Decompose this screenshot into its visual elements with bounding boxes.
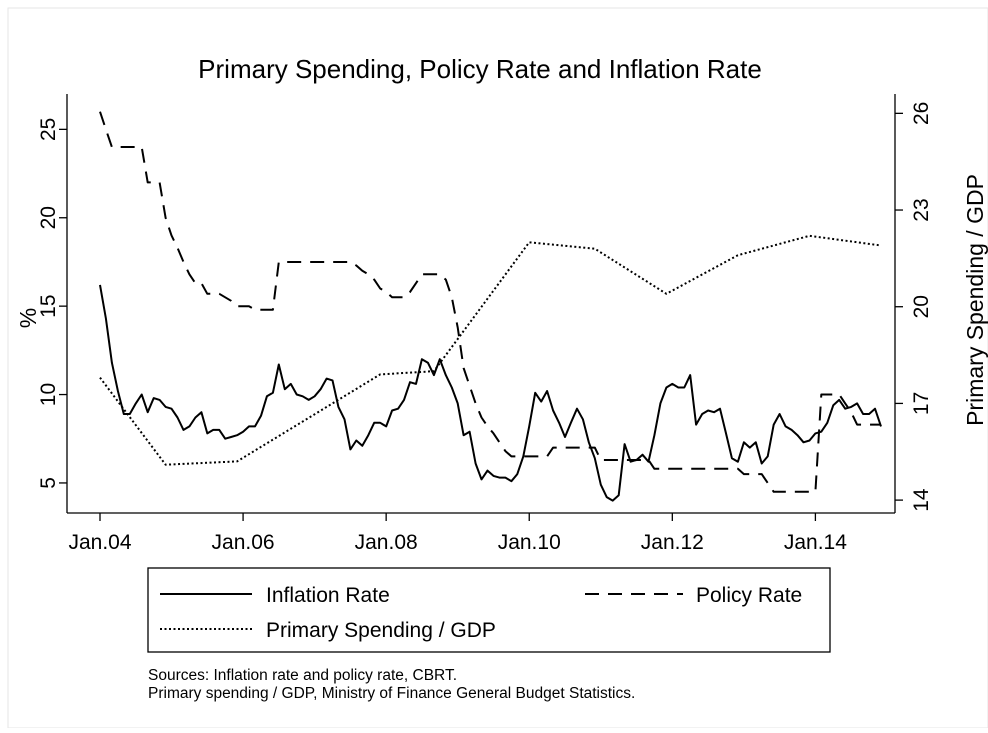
left-tick-label: 20 [37,206,60,229]
x-tick-label: Jan.04 [68,531,131,554]
right-tick-label: 14 [910,488,933,512]
right-axis-label: Primary Spending / GDP [962,174,988,426]
legend-label-policy-rate: Policy Rate [696,584,802,607]
x-tick-label: Jan.06 [212,531,275,554]
series-group [99,111,882,502]
right-tick-label: 20 [910,295,933,318]
series-line-policy-rate [99,111,881,493]
x-tick-label: Jan.10 [498,531,561,554]
x-axis-ticks: Jan.04 Jan.06 Jan.08 Jan.10 Jan.12 Jan.14 [68,513,847,554]
left-axis-ticks: 5 10 15 20 25 [37,118,67,489]
legend-label-primary-spending-gdp: Primary Spending / GDP [266,619,496,642]
chart-title: Primary Spending, Policy Rate and Inflat… [198,54,762,84]
left-tick-label: 10 [37,383,60,406]
legend-label-inflation-rate: Inflation Rate [266,584,390,607]
right-tick-label: 17 [910,392,933,415]
x-tick-label: Jan.08 [355,531,418,554]
right-tick-label: 23 [910,198,933,221]
right-tick-label: 26 [910,102,933,125]
x-tick-label: Jan.12 [641,531,704,554]
left-axis-label: % [15,308,41,328]
left-tick-label: 15 [37,294,60,317]
legend-box [147,567,831,653]
source-note-line-1: Sources: Inflation rate and policy rate,… [148,667,457,684]
series-line-inflation-rate [99,284,882,502]
left-tick-label: 25 [37,118,60,141]
x-tick-label: Jan.14 [784,531,847,554]
source-note-line-2: Primary spending / GDP, Ministry of Fina… [148,685,635,702]
left-tick-label: 5 [37,477,60,489]
right-axis-ticks: 14 17 20 23 26 [895,102,933,512]
